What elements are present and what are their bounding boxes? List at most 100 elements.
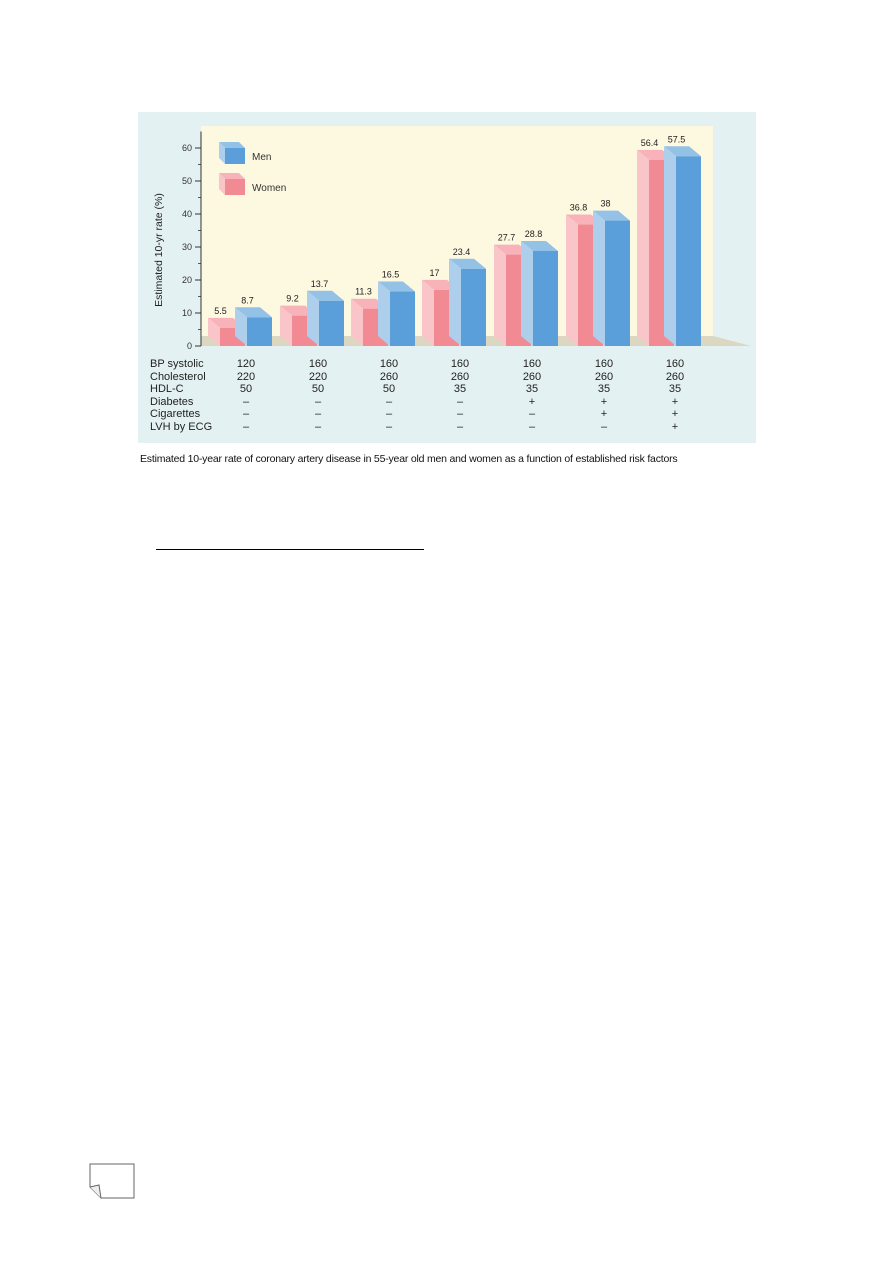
risk-factor-name: Diabetes bbox=[150, 395, 194, 408]
women-bar-side bbox=[494, 244, 506, 346]
men-bar-top bbox=[521, 240, 558, 251]
men-data-label: 16.5 bbox=[382, 270, 400, 280]
risk-factor-value: 220 bbox=[236, 370, 256, 383]
men-bar-top bbox=[235, 307, 272, 318]
risk-factor-value: – bbox=[528, 408, 536, 421]
men-bar-side bbox=[235, 307, 247, 346]
risk-factor-value: 120 bbox=[236, 358, 256, 370]
men-bar-top bbox=[449, 258, 486, 269]
legend-label: Men bbox=[252, 152, 271, 163]
men-bar bbox=[461, 268, 486, 346]
risk-factor-value: – bbox=[600, 421, 608, 433]
women-data-label: 27.7 bbox=[498, 233, 516, 243]
risk-factor-value: 220 bbox=[308, 370, 328, 383]
risk-factor-value: 260 bbox=[450, 370, 470, 383]
women-bar-side bbox=[566, 214, 578, 346]
legend-swatch bbox=[225, 179, 245, 195]
risk-factor-value: 160 bbox=[594, 358, 614, 370]
men-bar bbox=[605, 220, 630, 346]
risk-factor-value: + bbox=[528, 395, 536, 408]
horizontal-rule bbox=[156, 549, 424, 550]
y-tick-label: 20 bbox=[182, 275, 192, 285]
men-bar-side bbox=[664, 146, 676, 346]
risk-table-row: HDL-C 50 50 50 35 35 35 35 bbox=[138, 383, 756, 396]
risk-factor-value: – bbox=[385, 395, 393, 408]
risk-factor-value: 260 bbox=[594, 370, 614, 383]
risk-factor-value: 50 bbox=[311, 383, 325, 396]
risk-factor-name: LVH by ECG bbox=[150, 421, 213, 433]
risk-factor-value: 35 bbox=[525, 383, 539, 396]
risk-factor-value: 260 bbox=[379, 370, 399, 383]
risk-factor-value: 50 bbox=[382, 383, 396, 396]
risk-factor-value: – bbox=[242, 408, 250, 421]
y-tick-label: 10 bbox=[182, 308, 192, 318]
risk-factor-value: – bbox=[456, 421, 464, 433]
women-data-label: 17 bbox=[429, 268, 439, 278]
risk-factor-name: BP systolic bbox=[150, 358, 204, 370]
risk-table-row: LVH by ECG – – – – – – + bbox=[138, 421, 756, 434]
women-data-label: 5.5 bbox=[214, 306, 227, 316]
legend-swatch-top bbox=[219, 173, 245, 179]
risk-factor-value: 160 bbox=[450, 358, 470, 370]
risk-factor-value: – bbox=[314, 421, 322, 433]
bar-chart: 0 10 20 30 40 50 60 5.5 8.7 9.2 13.7 11.3 16.5 17 23.… bbox=[153, 126, 751, 351]
risk-factor-value: 35 bbox=[668, 383, 682, 396]
women-data-label: 11.3 bbox=[355, 287, 372, 297]
legend-swatch-side bbox=[219, 142, 225, 164]
men-bar bbox=[319, 300, 344, 346]
men-bar-side bbox=[378, 281, 390, 346]
men-bar bbox=[247, 317, 272, 346]
men-bar-top bbox=[664, 146, 701, 157]
chart-figure: 0 10 20 30 40 50 60 5.5 8.7 9.2 13.7 11.3 16.5 17 23.… bbox=[138, 112, 756, 443]
men-data-label: 23.4 bbox=[453, 247, 471, 257]
risk-factor-value: 35 bbox=[453, 383, 467, 396]
risk-factor-value: – bbox=[528, 421, 536, 433]
risk-table-row: Cigarettes – – – – – + + bbox=[138, 408, 756, 421]
risk-factor-name: Cholesterol bbox=[150, 370, 206, 383]
risk-factor-name: Cigarettes bbox=[150, 408, 201, 421]
risk-factor-name: HDL-C bbox=[150, 383, 184, 396]
men-bar-side bbox=[593, 210, 605, 346]
risk-factor-value: – bbox=[385, 408, 393, 421]
risk-factor-value: 260 bbox=[522, 370, 542, 383]
women-bar-side bbox=[280, 305, 292, 346]
women-data-label: 9.2 bbox=[286, 294, 299, 304]
risk-factor-value: – bbox=[456, 395, 464, 408]
risk-factor-value: + bbox=[600, 408, 608, 421]
men-bar-top bbox=[378, 281, 415, 292]
risk-factor-value: – bbox=[314, 395, 322, 408]
y-axis-label: Estimated 10-yr rate (%) bbox=[153, 193, 165, 307]
risk-table-row: BP systolic 120 160 160 160 160 160 160 bbox=[138, 358, 756, 371]
women-data-label: 56.4 bbox=[641, 138, 659, 148]
legend: Men Women bbox=[219, 142, 286, 195]
y-tick-label: 0 bbox=[187, 341, 192, 351]
risk-factor-value: + bbox=[600, 395, 608, 408]
women-bar-side bbox=[422, 279, 434, 346]
risk-factor-value: – bbox=[242, 421, 250, 433]
men-bar-side bbox=[521, 240, 533, 346]
risk-factor-value: – bbox=[456, 408, 464, 421]
risk-factor-value: + bbox=[671, 408, 679, 421]
legend-label: Women bbox=[252, 183, 286, 194]
risk-factor-value: 260 bbox=[665, 370, 685, 383]
legend-swatch-side bbox=[219, 173, 225, 195]
legend-swatch bbox=[225, 148, 245, 164]
data-labels: 5.5 8.7 9.2 13.7 11.3 16.5 17 23.4 27.7 28.8 36.8 3… bbox=[214, 134, 685, 316]
men-bar-side bbox=[449, 258, 461, 346]
risk-factor-value: 50 bbox=[239, 383, 253, 396]
women-bar-side bbox=[208, 317, 220, 346]
risk-factor-value: – bbox=[314, 408, 322, 421]
men-data-label: 28.8 bbox=[525, 229, 543, 239]
bar-group bbox=[208, 146, 701, 346]
y-axis: 0 10 20 30 40 50 60 bbox=[182, 131, 202, 351]
y-tick-label: 40 bbox=[182, 209, 192, 219]
men-bar-top bbox=[593, 210, 630, 221]
y-tick-label: 30 bbox=[182, 242, 192, 252]
figure-caption: Estimated 10-year rate of coronary arter… bbox=[140, 453, 678, 465]
risk-factor-value: 160 bbox=[522, 358, 542, 370]
risk-factor-value: + bbox=[671, 421, 679, 433]
risk-factor-value: 160 bbox=[665, 358, 685, 370]
legend-swatch-top bbox=[219, 142, 245, 148]
women-data-label: 36.8 bbox=[570, 203, 588, 213]
men-bar bbox=[390, 291, 415, 346]
